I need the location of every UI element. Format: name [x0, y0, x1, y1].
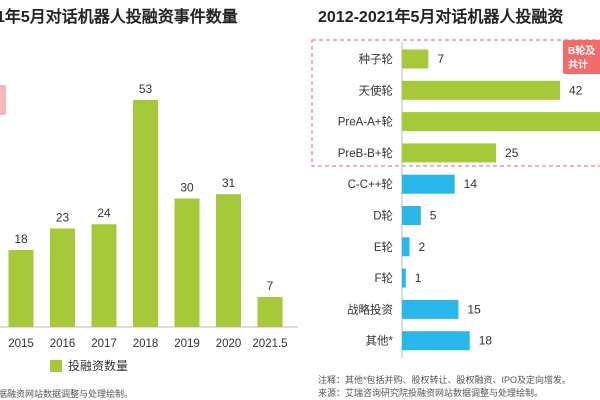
bar-2020: [216, 194, 241, 327]
hbar-value-5: 5: [430, 209, 437, 223]
legend-swatch: [50, 360, 62, 372]
hbar-value-7: 1: [415, 271, 422, 285]
x-tick-2019: 2019: [174, 338, 200, 350]
y-tick-6: E轮: [374, 240, 394, 254]
right-chart: 2012-2021年5月对话机器人投融资 种子轮 7 天使轮 42 PreA-A+轮 Pr…: [311, 7, 600, 398]
hbar-3: [402, 143, 497, 163]
bar-2016: [50, 228, 75, 327]
bar-2015: [8, 249, 34, 327]
x-tick-2020: 2020: [216, 338, 242, 350]
x-tick-2015: 2015: [8, 338, 34, 350]
right-footnote-2: 来源：艾瑞咨询研究院投融资网站数据调整与处理绘制。: [318, 387, 543, 398]
y-tick-8: 战略投资: [347, 302, 393, 316]
y-tick-7: F轮: [374, 271, 393, 285]
hbar-5: [402, 206, 421, 225]
y-tick-3: PreB-B+轮: [338, 146, 394, 160]
hbar-4: [402, 174, 455, 194]
x-tick-2018: 2018: [133, 338, 159, 350]
bar-value-2018: 53: [139, 82, 153, 96]
hbar-2: [402, 112, 600, 132]
left-chart-title: 1年5月对话机器人投融资事件数量: [0, 7, 238, 26]
hbar-7: [402, 268, 406, 288]
y-tick-9: 其他*: [366, 335, 394, 348]
hbar-0: [402, 49, 429, 69]
y-tick-2: PreA-A+轮: [338, 115, 394, 129]
bar-value-2016: 23: [56, 210, 70, 224]
hbar-8: [402, 299, 459, 319]
right-chart-title: 2012-2021年5月对话机器人投融资: [318, 7, 563, 26]
hbar-value-1: 42: [569, 83, 583, 97]
hbar-value-3: 25: [505, 146, 519, 160]
highlight-box: [311, 39, 600, 167]
y-tick-0: 种子轮: [359, 52, 394, 66]
y-tick-4: C-C++轮: [348, 177, 394, 191]
hbar-6: [402, 237, 410, 257]
x-tick-2017: 2017: [91, 338, 117, 350]
left-chart: 1年5月对话机器人投融资事件数量 18 2015 23 2016 24 2017 53 201…: [0, 7, 298, 399]
y-tick-1: 天使轮: [359, 83, 394, 97]
callout-line-2: 共计: [568, 58, 588, 71]
bar-value-2017: 24: [97, 206, 111, 220]
bar-2017: [91, 224, 117, 327]
right-footnote-1: 注释：其他*包括并购、股权转让、股权融资、IPO及定向增发。: [318, 374, 571, 385]
left-footnote: 据融资网站数据调整与处理绘制。: [0, 388, 133, 399]
bar-value-2019: 30: [180, 181, 194, 195]
legend-label: 投融资数量: [68, 358, 128, 373]
hbar-value-0: 7: [437, 52, 444, 66]
hbar-value-8: 15: [467, 302, 481, 316]
callout-badge: [563, 40, 600, 74]
bar-value-2020: 31: [222, 176, 236, 190]
hbar-9: [402, 331, 470, 351]
x-tick-2021.5: 2021.5: [252, 338, 287, 350]
hbar-value-9: 18: [479, 334, 493, 348]
left-chart-edge-marker: [0, 85, 6, 115]
bar-2019: [174, 198, 200, 327]
bar-value-2015: 18: [14, 232, 28, 246]
callout-line-1: B轮及: [568, 44, 596, 57]
bar-2021.5: [257, 297, 283, 327]
hbar-1: [402, 80, 560, 100]
bar-2018: [133, 99, 158, 327]
hbar-value-6: 2: [419, 240, 426, 254]
hbar-value-4: 14: [464, 177, 478, 191]
bar-value-2021.5: 7: [267, 279, 274, 293]
x-tick-2016: 2016: [50, 338, 76, 350]
y-tick-5: D轮: [373, 209, 393, 223]
